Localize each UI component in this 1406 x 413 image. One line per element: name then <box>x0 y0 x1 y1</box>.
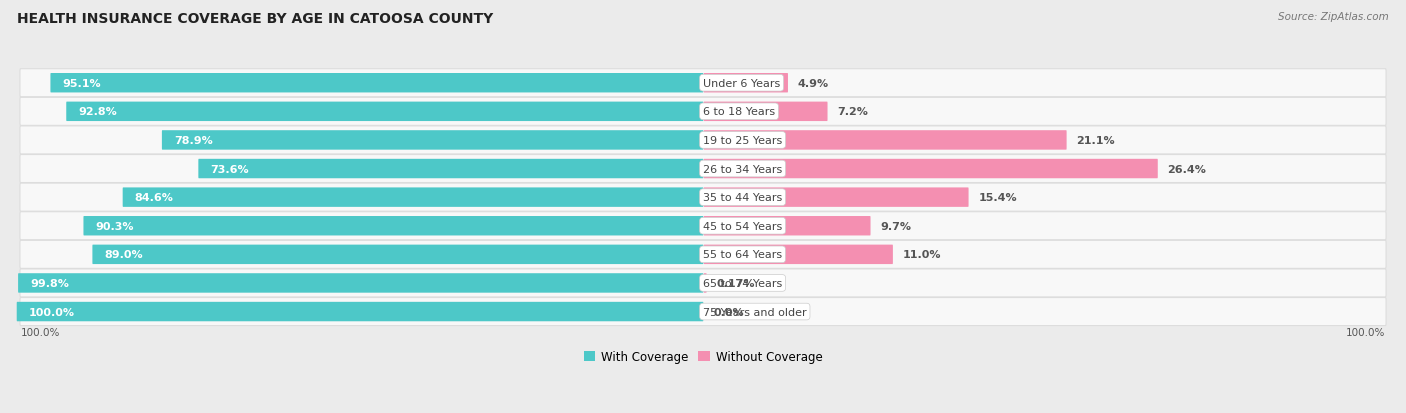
Text: 99.8%: 99.8% <box>30 278 69 288</box>
Text: 6 to 18 Years: 6 to 18 Years <box>703 107 775 117</box>
Text: 89.0%: 89.0% <box>104 250 143 260</box>
FancyBboxPatch shape <box>703 245 893 264</box>
Text: 95.1%: 95.1% <box>62 78 101 88</box>
FancyBboxPatch shape <box>17 302 703 321</box>
Text: 9.7%: 9.7% <box>880 221 911 231</box>
FancyBboxPatch shape <box>703 102 828 122</box>
Text: 100.0%: 100.0% <box>1346 328 1385 337</box>
FancyBboxPatch shape <box>51 74 703 93</box>
Text: 15.4%: 15.4% <box>979 193 1017 203</box>
FancyBboxPatch shape <box>703 74 787 93</box>
Text: 35 to 44 Years: 35 to 44 Years <box>703 193 782 203</box>
FancyBboxPatch shape <box>20 69 1386 97</box>
FancyBboxPatch shape <box>20 241 1386 269</box>
FancyBboxPatch shape <box>198 159 703 179</box>
Text: 4.9%: 4.9% <box>797 78 828 88</box>
FancyBboxPatch shape <box>703 188 969 207</box>
FancyBboxPatch shape <box>20 298 1386 326</box>
FancyBboxPatch shape <box>83 216 703 236</box>
FancyBboxPatch shape <box>93 245 703 264</box>
FancyBboxPatch shape <box>20 269 1386 297</box>
FancyBboxPatch shape <box>18 273 703 293</box>
FancyBboxPatch shape <box>20 184 1386 211</box>
FancyBboxPatch shape <box>20 98 1386 126</box>
Text: 90.3%: 90.3% <box>96 221 134 231</box>
FancyBboxPatch shape <box>162 131 703 150</box>
Text: 92.8%: 92.8% <box>79 107 117 117</box>
FancyBboxPatch shape <box>703 131 1067 150</box>
Text: Source: ZipAtlas.com: Source: ZipAtlas.com <box>1278 12 1389 22</box>
Text: 55 to 64 Years: 55 to 64 Years <box>703 250 782 260</box>
Text: 100.0%: 100.0% <box>28 307 75 317</box>
FancyBboxPatch shape <box>703 273 707 293</box>
Text: 26 to 34 Years: 26 to 34 Years <box>703 164 782 174</box>
FancyBboxPatch shape <box>20 212 1386 240</box>
FancyBboxPatch shape <box>66 102 703 122</box>
Text: 26.4%: 26.4% <box>1167 164 1206 174</box>
Legend: With Coverage, Without Coverage: With Coverage, Without Coverage <box>579 346 827 368</box>
FancyBboxPatch shape <box>703 216 870 236</box>
Text: 45 to 54 Years: 45 to 54 Years <box>703 221 782 231</box>
Text: 73.6%: 73.6% <box>211 164 249 174</box>
Text: 100.0%: 100.0% <box>21 328 60 337</box>
Text: HEALTH INSURANCE COVERAGE BY AGE IN CATOOSA COUNTY: HEALTH INSURANCE COVERAGE BY AGE IN CATO… <box>17 12 494 26</box>
Text: 75 Years and older: 75 Years and older <box>703 307 807 317</box>
Text: 84.6%: 84.6% <box>135 193 173 203</box>
FancyBboxPatch shape <box>20 127 1386 154</box>
Text: 78.9%: 78.9% <box>174 135 212 145</box>
Text: 7.2%: 7.2% <box>837 107 868 117</box>
Text: 19 to 25 Years: 19 to 25 Years <box>703 135 782 145</box>
Text: 0.0%: 0.0% <box>713 307 744 317</box>
Text: 11.0%: 11.0% <box>903 250 941 260</box>
Text: 65 to 74 Years: 65 to 74 Years <box>703 278 782 288</box>
FancyBboxPatch shape <box>20 155 1386 183</box>
Text: Under 6 Years: Under 6 Years <box>703 78 780 88</box>
FancyBboxPatch shape <box>703 159 1157 179</box>
Text: 0.17%: 0.17% <box>716 278 755 288</box>
FancyBboxPatch shape <box>122 188 703 207</box>
Text: 21.1%: 21.1% <box>1076 135 1115 145</box>
